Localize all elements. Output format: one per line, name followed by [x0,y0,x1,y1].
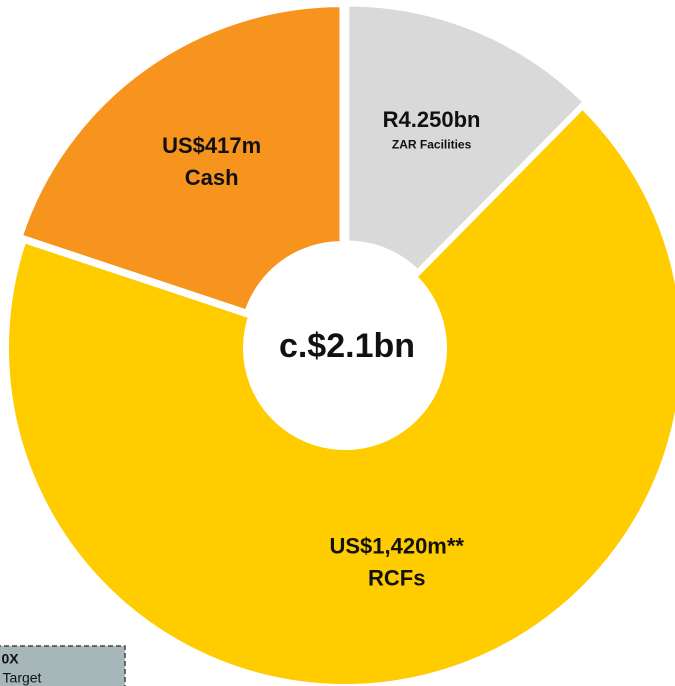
category-label: RCFs [368,566,425,591]
category-label: Cash [185,165,239,190]
value-label: R4.250bn [383,107,481,132]
target-box [0,645,126,686]
annotation: 0X [1,651,19,667]
slice [345,2,588,275]
value-label: US$1,420m** [329,534,464,559]
value-label: US$417m [162,133,261,158]
category-label: ZAR Facilities [392,137,472,151]
slice [5,104,675,686]
annotation: Target [3,670,42,686]
center-label: c.$2.1bn [279,327,415,365]
slice [18,3,344,315]
